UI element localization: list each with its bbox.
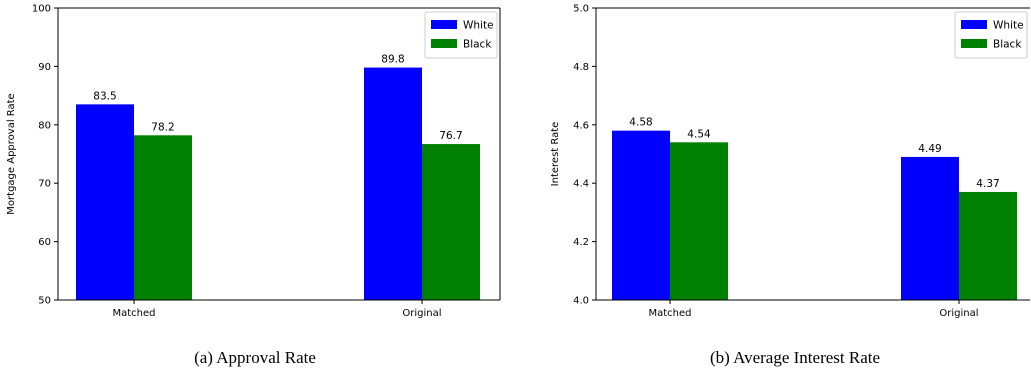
- bar-b-white-matched: [612, 130, 670, 300]
- legend-swatch-a-black: [431, 39, 457, 48]
- data-label-b-white-matched: 4.58: [629, 117, 652, 129]
- y-tick-label-b: 4.2: [573, 237, 589, 248]
- y-tick-label-b: 4.6: [573, 120, 589, 131]
- bar-a-black-original: [422, 144, 480, 300]
- bar-a-white-matched: [76, 104, 134, 300]
- y-tick-label-b: 4.4: [573, 179, 589, 190]
- bar-b-black-original: [959, 191, 1017, 300]
- y-tick-label-a: 70: [38, 179, 51, 190]
- caption-a: (a) Approval Rate: [194, 348, 316, 367]
- x-tick-label-a: Original: [402, 308, 441, 319]
- data-label-a-white-matched: 83.5: [93, 90, 116, 102]
- data-label-a-white-original: 89.8: [381, 54, 404, 66]
- y-tick-label-a: 60: [38, 237, 51, 248]
- y-tick-label-a: 80: [38, 120, 51, 131]
- y-tick-label-b: 4.0: [573, 296, 589, 307]
- bar-b-black-matched: [670, 142, 728, 300]
- legend-label-a-black: Black: [463, 39, 492, 51]
- x-tick-label-b: Original: [939, 308, 978, 319]
- bar-a-black-matched: [134, 135, 192, 300]
- caption-b: (b) Average Interest Rate: [709, 348, 881, 367]
- data-label-b-white-original: 4.49: [918, 143, 941, 155]
- y-tick-label-a: 100: [32, 4, 51, 15]
- y-tick-label-b: 5.0: [573, 4, 589, 15]
- data-label-b-black-matched: 4.54: [687, 128, 711, 140]
- y-axis-label-a: Mortgage Approval Rate: [6, 93, 17, 214]
- y-tick-label-a: 90: [38, 62, 51, 73]
- legend-swatch-b-white: [961, 20, 987, 29]
- data-label-a-black-original: 76.7: [439, 130, 462, 142]
- legend-swatch-a-white: [431, 20, 457, 29]
- y-tick-label-a: 50: [38, 296, 51, 307]
- data-label-a-black-matched: 78.2: [151, 121, 174, 133]
- x-tick-label-a: Matched: [112, 308, 155, 319]
- legend-label-b-white: White: [993, 20, 1024, 32]
- x-tick-label-b: Matched: [648, 308, 691, 319]
- y-axis-label-b: Interest Rate: [550, 122, 561, 187]
- legend-label-a-white: White: [463, 20, 494, 32]
- y-tick-label-b: 4.8: [573, 62, 589, 73]
- bar-b-white-original: [901, 156, 959, 300]
- legend-label-b-black: Black: [993, 39, 1022, 51]
- data-label-b-black-original: 4.37: [976, 178, 999, 190]
- legend-swatch-b-black: [961, 39, 987, 48]
- bar-a-white-original: [364, 67, 422, 301]
